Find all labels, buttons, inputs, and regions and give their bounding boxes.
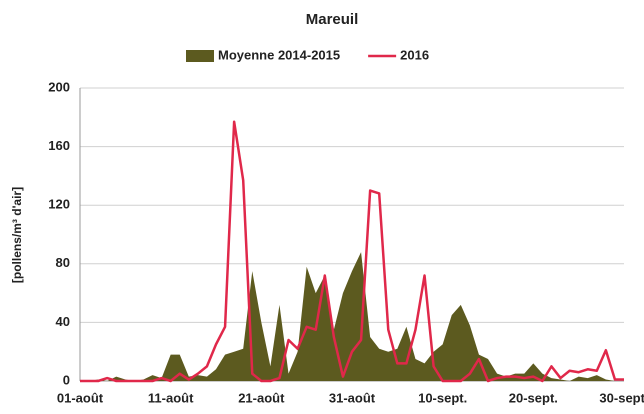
y-tick-label: 0 (63, 372, 70, 387)
x-tick-label: 10-sept. (418, 390, 467, 405)
x-tick-label: 01-août (57, 390, 104, 405)
y-tick-label: 40 (56, 314, 70, 329)
line (80, 120, 624, 383)
y-tick-label: 120 (48, 197, 70, 212)
legend-label: 2016 (400, 47, 429, 62)
y-tick-label: 80 (56, 255, 70, 270)
x-tick-label: 20-sept. (509, 390, 558, 405)
x-tick-label: 21-août (238, 390, 285, 405)
y-tick-label: 160 (48, 138, 70, 153)
y-tick-label: 200 (48, 79, 70, 94)
x-tick-label: 11-août (148, 390, 194, 405)
x-tick-label: 31-août (329, 390, 376, 405)
chart-title: Mareuil (306, 11, 359, 28)
y-axis-label: [pollens/m³ d'air] (10, 187, 24, 283)
legend-swatch (186, 50, 214, 62)
x-tick-label: 30-sept. (599, 390, 644, 405)
area (80, 252, 624, 381)
legend-label: Moyenne 2014-2015 (218, 47, 340, 62)
